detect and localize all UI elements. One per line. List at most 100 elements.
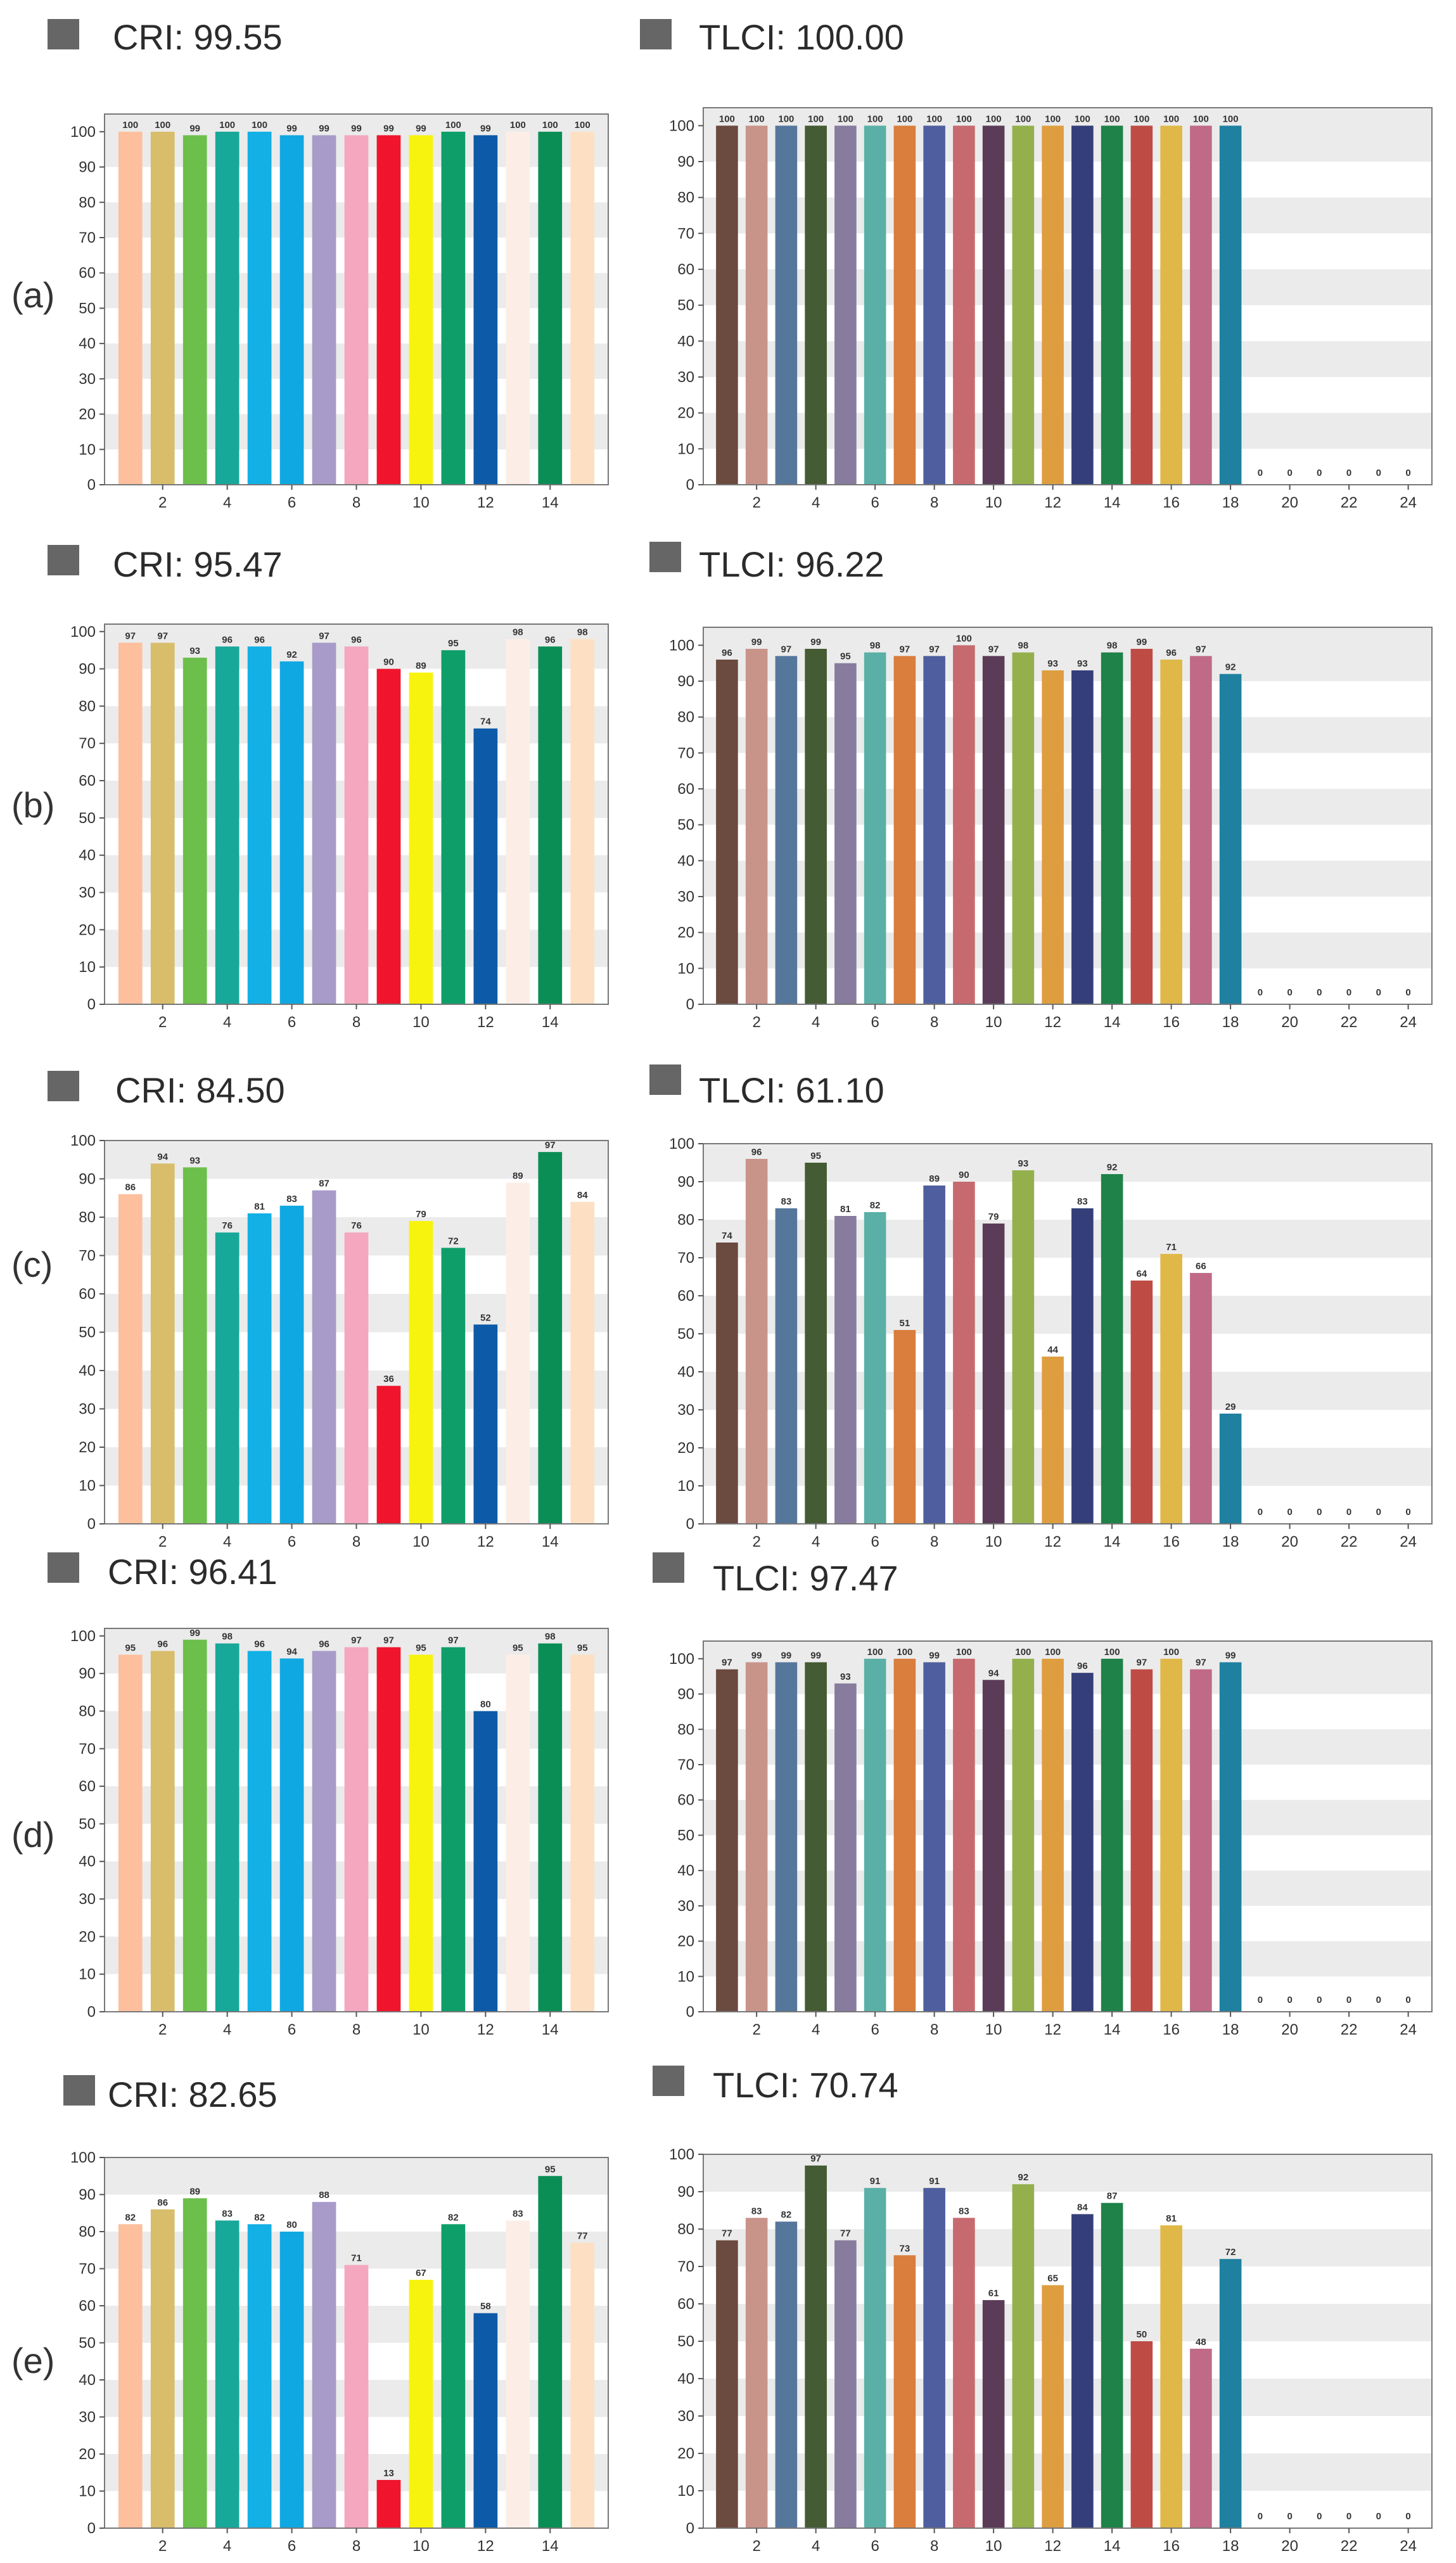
y-tick-label: 10 xyxy=(79,1478,96,1495)
y-tick-label: 80 xyxy=(677,1721,694,1738)
bar-value-label: 92 xyxy=(286,649,297,660)
x-tick-label: 4 xyxy=(812,1533,820,1550)
title-marker-icon xyxy=(48,545,79,575)
bar xyxy=(215,131,239,485)
bar xyxy=(775,656,798,1004)
y-tick-label: 0 xyxy=(686,2520,694,2537)
bar xyxy=(1042,2285,1064,2528)
bar-value-label: 100 xyxy=(956,633,972,644)
y-tick-label: 70 xyxy=(79,229,96,246)
bar-value-label: 0 xyxy=(1258,987,1263,998)
x-tick-label: 14 xyxy=(542,494,559,511)
bar-value-label: 0 xyxy=(1346,1507,1351,1518)
bar-value-label: 100 xyxy=(1015,1647,1031,1658)
bar-value-label: 0 xyxy=(1376,987,1381,998)
bar xyxy=(716,2240,738,2528)
y-tick-label: 100 xyxy=(669,1651,694,1668)
bar xyxy=(1071,2214,1094,2528)
x-tick-label: 22 xyxy=(1341,2021,1358,2038)
y-tick-label: 60 xyxy=(677,2296,694,2313)
x-tick-label: 12 xyxy=(477,1014,494,1031)
y-axis: 0 10 20 30 40 50 60 70 80 90 100 xyxy=(70,2149,105,2537)
bar-value-label: 44 xyxy=(1047,1345,1058,1355)
bar-value-label: 79 xyxy=(988,1211,999,1222)
y-tick-label: 30 xyxy=(79,1891,96,1908)
bar xyxy=(864,652,886,1004)
bar xyxy=(344,1232,369,1524)
bar-value-label: 99 xyxy=(810,1650,821,1661)
bar-value-label: 86 xyxy=(157,2197,168,2208)
y-tick-label: 20 xyxy=(677,924,694,942)
y-tick-label: 50 xyxy=(677,1326,694,1343)
bar xyxy=(864,1658,886,2012)
y-tick-label: 10 xyxy=(79,441,96,458)
bar xyxy=(775,1208,798,1524)
x-axis: 2 4 6 8 10 12 14 16 18 20 22 24 xyxy=(752,1004,1417,1031)
bar-value-label: 95 xyxy=(513,1643,523,1654)
x-tick-label: 8 xyxy=(930,2021,938,2038)
x-tick-label: 14 xyxy=(1104,1014,1121,1031)
bar-value-label: 96 xyxy=(157,1639,168,1650)
y-tick-label: 0 xyxy=(87,2520,96,2537)
bar xyxy=(745,2218,768,2528)
bar-value-label: 95 xyxy=(840,651,851,662)
bar xyxy=(1012,2184,1035,2528)
x-tick-label: 18 xyxy=(1222,494,1239,511)
x-tick-label: 6 xyxy=(288,1014,296,1031)
x-tick-label: 4 xyxy=(223,2021,231,2038)
bar xyxy=(982,125,1005,485)
grid-band xyxy=(105,114,608,132)
bar xyxy=(745,649,768,1004)
bar-value-label: 0 xyxy=(1376,2511,1381,2522)
plot-frame xyxy=(703,1640,1433,2012)
bar-value-label: 96 xyxy=(1166,648,1177,658)
bar-value-label: 100 xyxy=(1075,113,1090,124)
bar xyxy=(279,1658,304,2012)
y-tick-label: 30 xyxy=(79,371,96,388)
x-tick-label: 14 xyxy=(542,1533,559,1550)
x-tick-label: 10 xyxy=(412,2538,430,2555)
bar xyxy=(1190,2348,1212,2528)
bar-value-label: 100 xyxy=(749,113,765,124)
y-tick-label: 30 xyxy=(677,888,694,905)
y-tick-label: 60 xyxy=(677,781,694,798)
bar-value-label: 100 xyxy=(867,113,883,124)
y-tick-label: 80 xyxy=(677,189,694,207)
bar xyxy=(150,1651,175,2012)
bar-value-label: 97 xyxy=(319,630,329,641)
bar-value-label: 97 xyxy=(351,1635,362,1646)
chart-title: TLCI: 100.00 xyxy=(699,17,904,57)
y-tick-label: 90 xyxy=(79,661,96,678)
bar-value-label: 99 xyxy=(751,637,762,648)
bar-value-label: 100 xyxy=(808,113,824,124)
bar-value-label: 98 xyxy=(222,1632,233,1642)
bar-value-label: 0 xyxy=(1346,2511,1351,2522)
bar-value-label: 99 xyxy=(351,123,362,134)
bar-value-label: 84 xyxy=(577,1190,588,1201)
title-marker-icon xyxy=(653,1552,684,1583)
bar xyxy=(1071,125,1094,485)
bar-value-label: 81 xyxy=(1166,2213,1177,2224)
bar xyxy=(473,135,498,485)
bar-value-label: 0 xyxy=(1287,1995,1292,2005)
x-tick-label: 8 xyxy=(352,2538,361,2555)
x-axis: 2 4 6 8 10 12 14 16 18 20 22 24 xyxy=(752,485,1417,511)
bar-value-label: 90 xyxy=(383,657,394,668)
bar-value-label: 100 xyxy=(542,120,558,131)
x-axis: 2 4 6 8 10 12 14 16 18 20 22 24 xyxy=(752,1524,1417,1550)
bar xyxy=(1160,1254,1182,1524)
bar-value-label: 52 xyxy=(480,1312,491,1323)
bars: 97 99 99 99 93 100 100 99 100 94 100 100 96 100 97 100 9… xyxy=(716,1647,1411,2012)
y-tick-label: 30 xyxy=(677,1402,694,1419)
y-tick-label: 80 xyxy=(79,1703,96,1720)
bar-value-label: 97 xyxy=(1196,644,1206,655)
bar-value-label: 97 xyxy=(1196,1658,1206,1668)
bar xyxy=(441,1647,466,2012)
bar-value-label: 0 xyxy=(1405,2511,1410,2522)
y-tick-label: 50 xyxy=(677,297,694,314)
bar xyxy=(538,646,563,1004)
bar-value-label: 100 xyxy=(155,120,170,131)
x-tick-label: 6 xyxy=(871,494,879,511)
